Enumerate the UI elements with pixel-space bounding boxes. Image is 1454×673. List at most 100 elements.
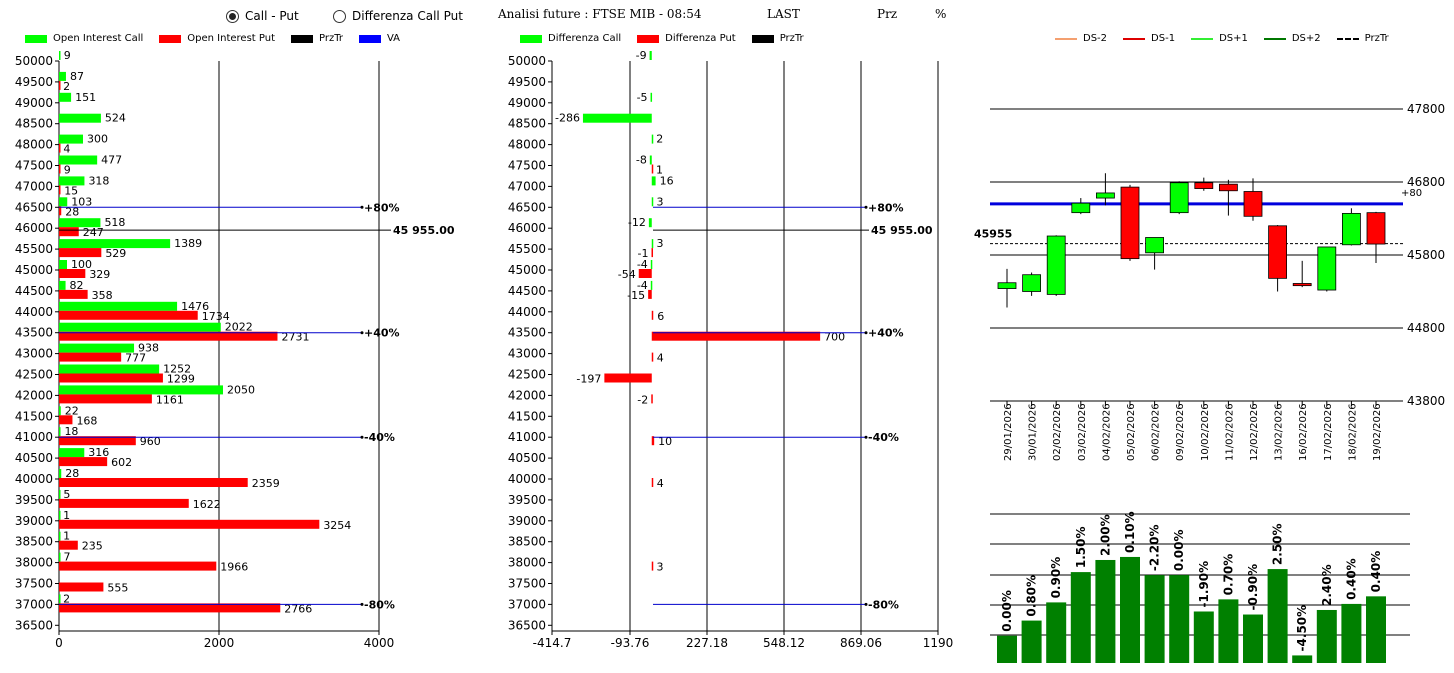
call-bar (59, 155, 98, 165)
call-value-label: -8 (636, 154, 647, 167)
radio-call-put-label: Call - Put (245, 9, 299, 23)
call-bar (582, 113, 652, 123)
call-value-label: 3 (656, 195, 663, 208)
put-value-label: 10 (658, 435, 672, 448)
analysis-title: Analisi future : FTSE MIB - 08:54 (498, 7, 702, 21)
put-bar (59, 289, 88, 299)
y-tick-label: 49500 (15, 75, 53, 89)
call-bar (649, 155, 652, 165)
put-value-label: 358 (92, 289, 113, 302)
reference-label: +40% (364, 327, 400, 340)
y-tick-label: 37000 (508, 597, 546, 611)
radio-differenza[interactable]: Differenza Call Put (333, 9, 463, 23)
radio-selected-icon[interactable] (226, 9, 239, 23)
y-tick-label: 37500 (508, 577, 546, 591)
y-tick-label: 44000 (508, 305, 546, 319)
legend-label: DS+1 (1219, 33, 1248, 44)
pct-bar (997, 635, 1017, 663)
call-bar (59, 260, 67, 269)
legend-swatch (520, 34, 542, 43)
y-tick-label: 46800 (1407, 175, 1445, 189)
put-value-label: -2 (637, 393, 648, 406)
y-tick-label: 48500 (15, 117, 53, 131)
y-tick-label: 39500 (508, 493, 546, 507)
call-value-label: 2 (656, 133, 663, 146)
put-value-label: 1299 (167, 373, 195, 386)
reference-label: -80% (868, 598, 899, 611)
legend-label: DS-2 (1083, 33, 1108, 44)
call-value-label: 1 (63, 509, 70, 522)
call-bar (59, 134, 83, 144)
legend-item: DS-1 (1123, 33, 1175, 44)
pct-bar (1169, 575, 1190, 663)
put-bar (59, 206, 62, 216)
y-tick-label: 43000 (508, 347, 546, 361)
x-tick-label: 227.18 (686, 636, 728, 650)
call-value-label: 1252 (163, 363, 191, 376)
y-tick-label: 45800 (1407, 248, 1445, 262)
y-tick-label: 38000 (15, 556, 53, 570)
candle-body (1292, 283, 1312, 287)
legend-item: DS-2 (1055, 33, 1107, 44)
call-value-label: -9 (636, 49, 647, 62)
put-value-label: 1161 (156, 393, 184, 406)
y-tick-label: 43000 (15, 347, 53, 361)
legend-swatch (159, 34, 182, 43)
radio-call-put[interactable]: Call - Put (226, 9, 299, 23)
call-bar (59, 489, 61, 499)
call-value-label: 3 (656, 237, 663, 250)
date-label: 12/02/2026 (1249, 403, 1260, 461)
legend-swatch (637, 34, 660, 43)
call-value-label: 103 (71, 195, 92, 208)
legend-label: Open Interest Call (53, 33, 144, 44)
put-bar (59, 80, 61, 90)
reference-label: -80% (364, 598, 395, 611)
y-tick-label: 47800 (1407, 102, 1445, 116)
put-value-label: 1966 (220, 561, 248, 574)
date-label: 17/02/2026 (1323, 403, 1334, 461)
pct-label: -2.20% (1148, 525, 1162, 572)
percent-chart: 0.00% 0.80% 0.90% 1.50% 2.00% 0.10% -2.20% 0.00… (990, 511, 1410, 663)
legend-item: DS+2 (1263, 33, 1321, 44)
call-bar (651, 197, 654, 207)
pct-bar (1218, 599, 1239, 663)
va-marker (360, 435, 364, 439)
put-value-label: 602 (111, 456, 132, 469)
legend-line (1263, 37, 1286, 40)
call-bar (650, 92, 653, 102)
date-label: 30/01/2026 (1028, 403, 1039, 461)
va-marker (360, 331, 364, 335)
put-value-label: 3254 (323, 519, 351, 532)
call-bar (59, 71, 66, 81)
y-tick-label: 45500 (508, 242, 546, 256)
call-bar (59, 92, 72, 102)
put-value-label: 529 (105, 247, 126, 260)
y-tick-label: 37000 (15, 597, 53, 611)
call-bar (648, 218, 652, 228)
put-value-label: -1 (638, 247, 649, 260)
legend-label: PrzTr (779, 33, 804, 44)
call-bar (59, 301, 178, 311)
candle-body (1071, 202, 1091, 214)
y-tick-label: 47500 (15, 159, 53, 173)
put-bar (59, 561, 217, 571)
call-value-label: 477 (101, 154, 122, 167)
put-bar (59, 457, 108, 467)
put-value-label: 6 (657, 310, 664, 323)
put-value-label: 4 (657, 477, 664, 490)
y-tick-label: 44500 (508, 284, 546, 298)
call-bar (59, 113, 101, 123)
call-value-label: 87 (70, 70, 84, 83)
put-bar (651, 478, 654, 487)
put-bar (59, 540, 78, 550)
candlestick-chart: 47800 46800 45800 44800 43800 29/01/2026 30/01… (974, 102, 1445, 461)
put-bar (59, 331, 278, 341)
legend-label: VA (386, 33, 401, 44)
pct-bar (1046, 602, 1067, 663)
y-tick-label: 48000 (508, 138, 546, 152)
y-tick-label: 49000 (508, 96, 546, 110)
y-tick-label: 42500 (508, 368, 546, 382)
call-value-label: 82 (70, 279, 84, 292)
candle-body (1268, 225, 1288, 279)
radio-unselected-icon[interactable] (333, 9, 346, 23)
